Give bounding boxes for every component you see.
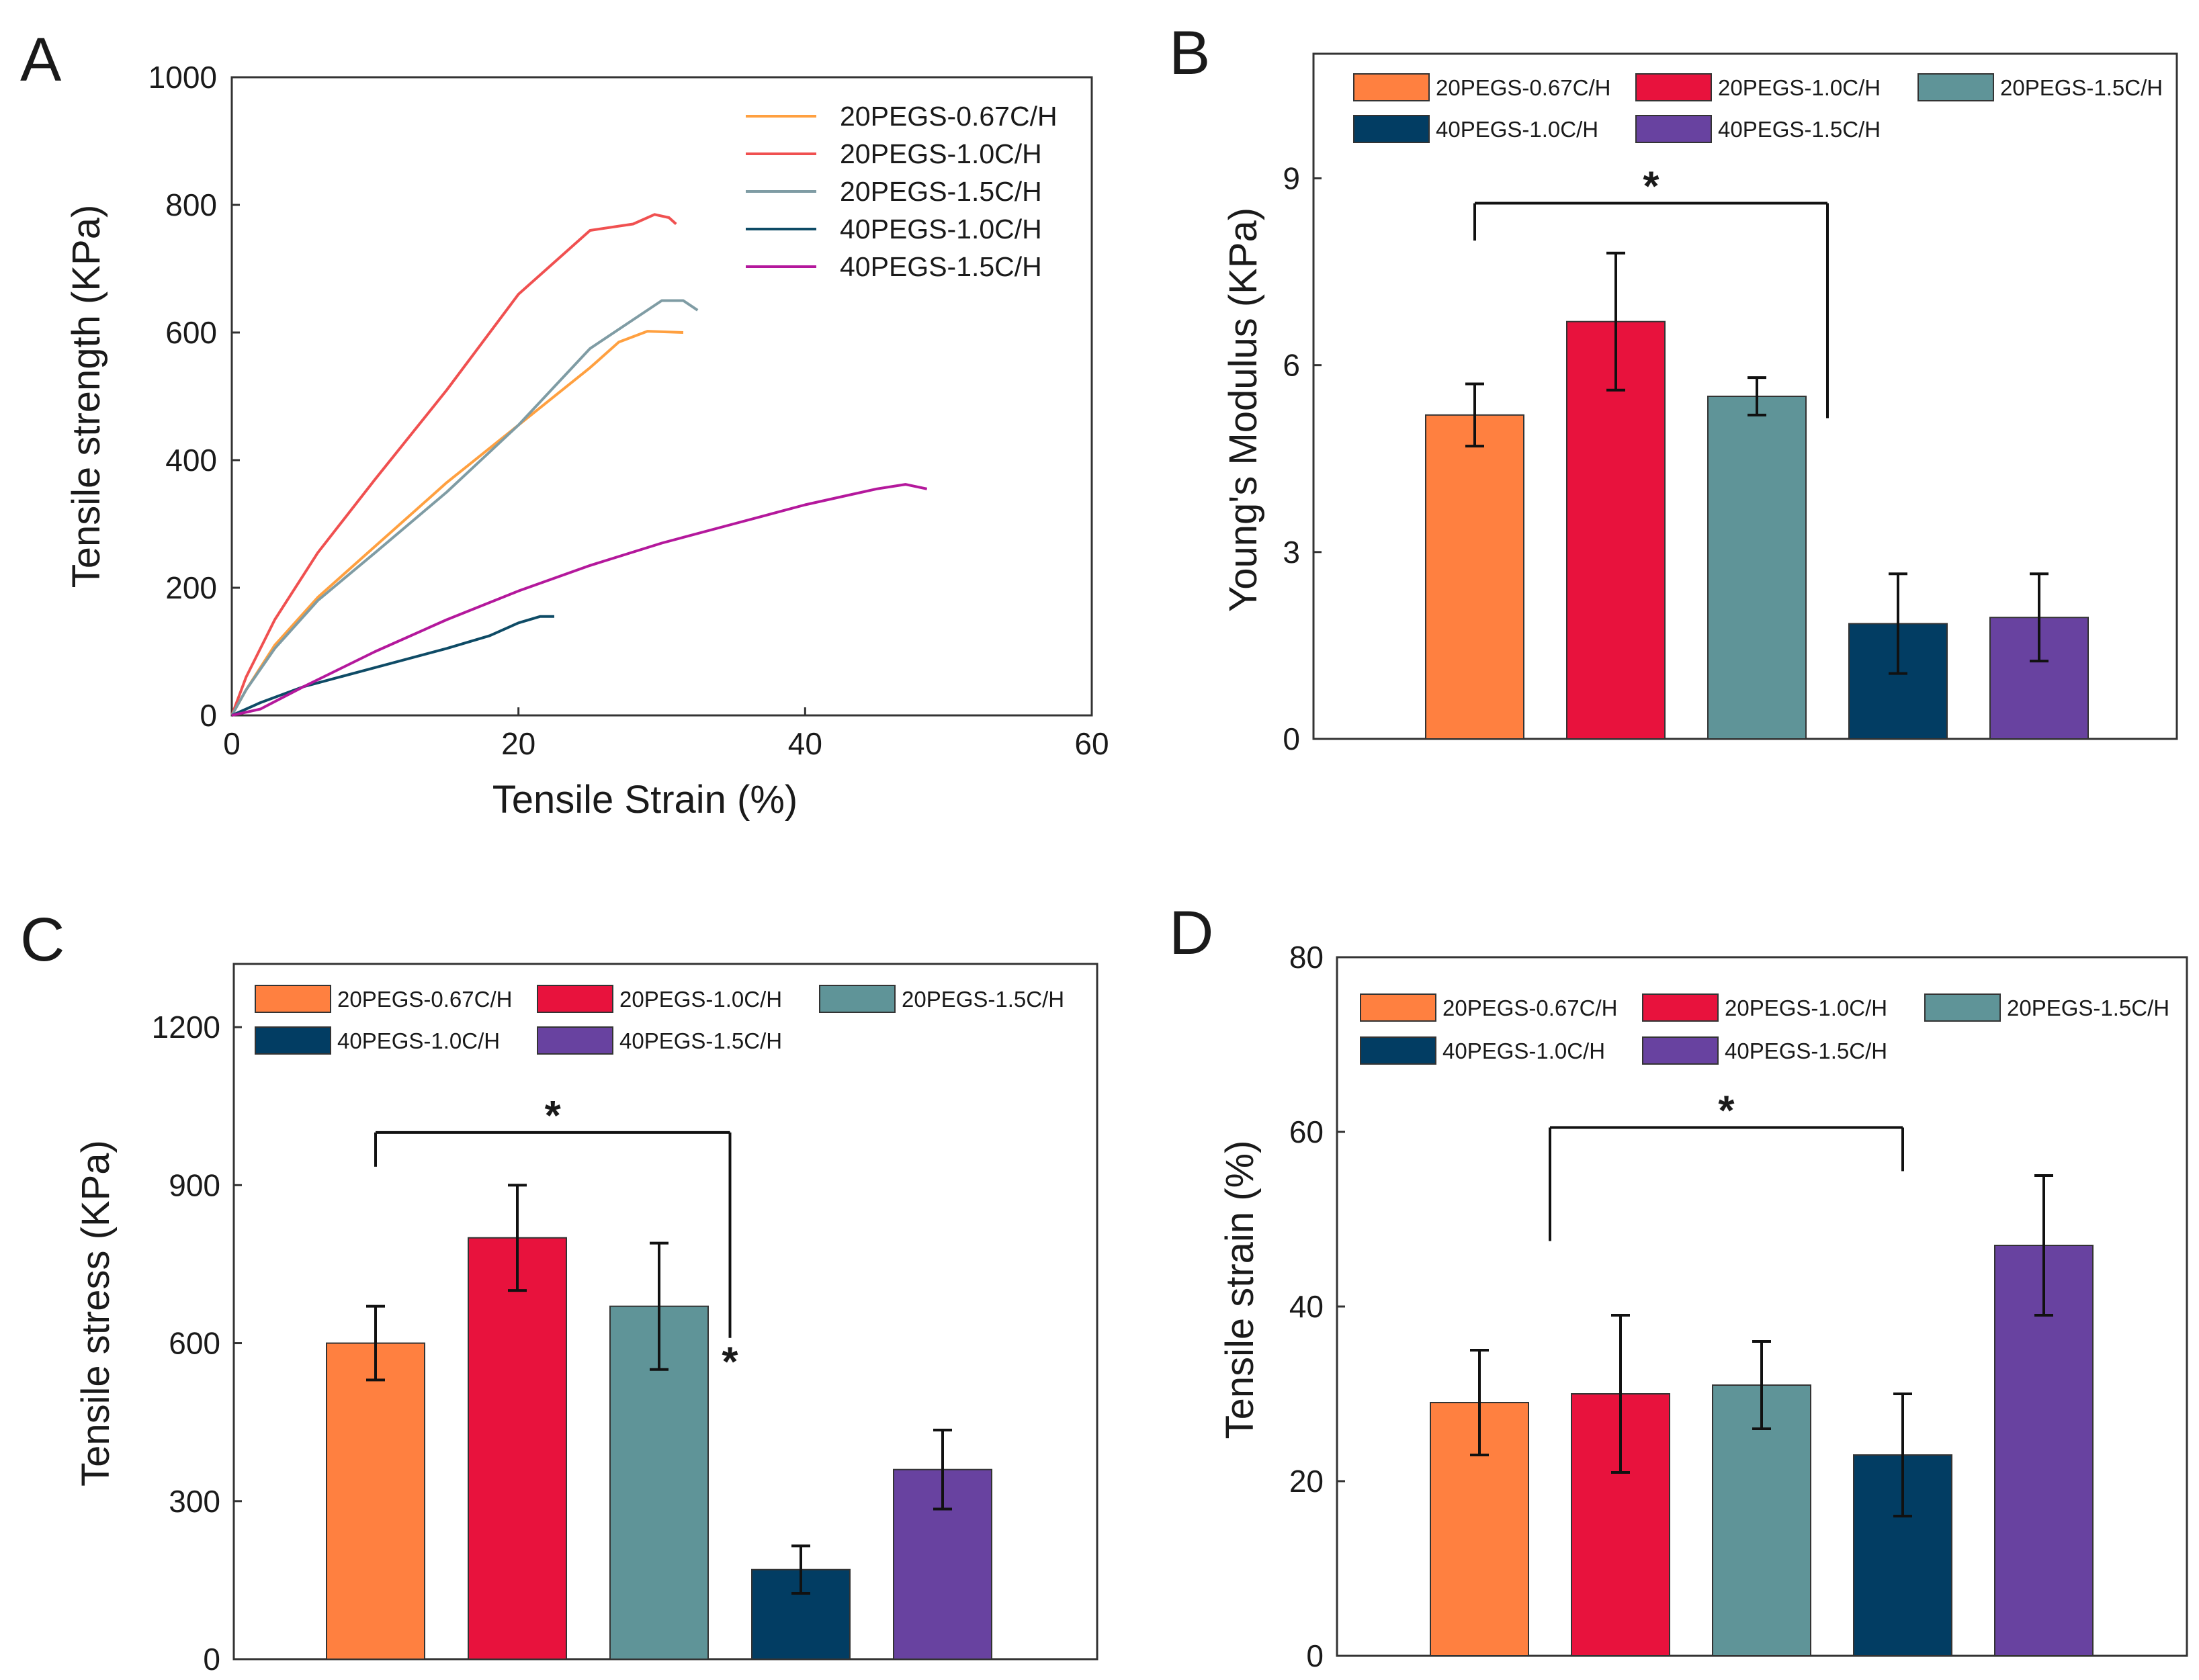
panel-d-legend-label: 40PEGS-1.0C/H (1442, 1038, 1605, 1063)
panel-c-bar-20pegs-1-0c-h (468, 1237, 567, 1660)
panel-b-legend-label: 20PEGS-1.0C/H (1718, 75, 1881, 100)
panel-a-legend-label: 40PEGS-1.5C/H (840, 251, 1042, 282)
panel-b: B 0 3 6 9 * 20PEGS-0.67C/H 20PEGS-1.0C/H 20PE… (1169, 19, 2178, 756)
panel-b-legend-swatch (1353, 73, 1430, 101)
panel-c-legend-swatch (255, 1026, 331, 1055)
panel-a-series-line-20pegs-1-5c-h (230, 299, 699, 716)
panel-b-y-axis-title: Young's Modulus (KPa) (1221, 208, 1265, 612)
panel-a-y-tick-label: 200 (165, 570, 217, 605)
panel-a-series-line-40pegs-1-0c-h (231, 615, 554, 717)
panel-d-legend-label: 20PEGS-1.0C/H (1725, 996, 1887, 1020)
panel-b-y-tick-label: 9 (1283, 161, 1300, 195)
panel-c-y-axis-title: Tensile stress (KPa) (74, 1140, 118, 1487)
panel-b-bar-20pegs-0-67c-h (1425, 414, 1524, 740)
panel-a-letter: A (20, 26, 62, 94)
panel-a-plot-frame (230, 76, 1093, 717)
panel-a-y-axis-title: Tensile strength (KPa) (64, 205, 108, 588)
panel-d-legend-label: 20PEGS-0.67C/H (1442, 996, 1617, 1020)
panel-a-legend-label: 20PEGS-0.67C/H (840, 101, 1058, 132)
panel-b-legend-label: 20PEGS-0.67C/H (1436, 75, 1610, 100)
panel-b-letter: B (1169, 19, 1210, 87)
panel-d-bar-20pegs-1-5c-h (1712, 1384, 1811, 1656)
panel-a-y-tick-label: 0 (200, 698, 217, 733)
panel-a-x-tick-label: 60 (1074, 726, 1109, 761)
panel-c-y-tick-label: 900 (169, 1167, 220, 1202)
panel-d-legend-swatch (1360, 1036, 1436, 1065)
panel-c-legend-swatch (537, 985, 613, 1013)
panel-b-y-tick-label: 6 (1283, 348, 1300, 383)
panel-b-legend-label: 20PEGS-1.5C/H (2000, 75, 2163, 100)
panel-a-legend-label: 20PEGS-1.0C/H (840, 138, 1042, 169)
panel-a-x-tick-label: 40 (788, 726, 822, 761)
panel-c-legend-label: 20PEGS-0.67C/H (337, 987, 512, 1012)
panel-b-legend-swatch (1353, 115, 1430, 143)
panel-b-legend-swatch (1635, 73, 1712, 101)
panel-a-x-axis-title: Tensile Strain (%) (492, 778, 797, 822)
panel-b-bar-20pegs-1-5c-h (1707, 396, 1807, 740)
panel-d-y-tick-label: 80 (1289, 940, 1324, 975)
panel-d-legend-swatch (1642, 1036, 1719, 1065)
panel-c-y-tick-label: 600 (169, 1326, 220, 1361)
panel-c-legend-label: 40PEGS-1.0C/H (337, 1028, 500, 1053)
panel-c-y-tick-label: 0 (203, 1642, 220, 1677)
panel-a-legend-label: 40PEGS-1.0C/H (840, 214, 1042, 245)
panel-b-legend-label: 40PEGS-1.5C/H (1718, 117, 1881, 142)
panel-a-x-tick-label: 20 (501, 726, 535, 761)
panel-a-y-tick-label: 400 (165, 443, 217, 478)
panel-d-legend-label: 40PEGS-1.5C/H (1725, 1038, 1887, 1063)
panel-c-significance-star: * (722, 1339, 738, 1385)
panel-a-x-tick-label: 0 (223, 726, 241, 761)
panel-d-y-tick-label: 60 (1289, 1114, 1324, 1149)
panel-d-legend-swatch (1642, 993, 1719, 1022)
panel-a-series-line-40pegs-1-5c-h (231, 483, 928, 717)
panel-d-letter: D (1169, 899, 1213, 967)
panel-b-significance-star: * (1643, 164, 1659, 210)
panel-a-y-tick-label: 1000 (148, 60, 217, 95)
panel-a-series-line-20pegs-1-0c-h (230, 213, 677, 716)
panel-c-significance-star: * (545, 1093, 562, 1139)
panel-c-y-tick-label: 300 (169, 1484, 220, 1519)
panel-c: C 0 300 600 900 1200 * * 20PEGS-0.67C/H 20PEGS… (20, 905, 1098, 1677)
panel-c-legend-label: 20PEGS-1.0C/H (619, 987, 782, 1012)
panel-c-letter: C (20, 905, 64, 974)
panel-b-legend-swatch (1917, 73, 1994, 101)
panel-d-significance-star: * (1718, 1088, 1735, 1135)
panel-b-y-tick-label: 3 (1283, 535, 1300, 570)
panel-a-y-tick-label: 600 (165, 315, 217, 350)
panel-b-y-tick-label: 0 (1283, 721, 1300, 756)
panel-d-legend-swatch (1360, 993, 1436, 1022)
panel-c-legend-swatch (255, 985, 331, 1013)
panel-c-y-tick-label: 1200 (152, 1010, 220, 1045)
panel-c-bar-20pegs-0-67c-h (326, 1342, 425, 1660)
panel-b-legend-swatch (1635, 115, 1712, 143)
panel-d-y-tick-label: 20 (1289, 1464, 1324, 1499)
panel-d-y-axis-title: Tensile strain (%) (1218, 1141, 1262, 1440)
panel-c-legend-swatch (537, 1026, 613, 1055)
panel-d-y-tick-label: 40 (1289, 1289, 1324, 1324)
panel-d-y-tick-label: 0 (1306, 1638, 1324, 1673)
panel-c-legend-label: 40PEGS-1.5C/H (619, 1028, 782, 1053)
panel-d-legend-swatch (1924, 993, 2001, 1022)
panel-a-y-tick-label: 800 (165, 187, 217, 222)
panel-c-legend-label: 20PEGS-1.5C/H (902, 987, 1064, 1012)
panel-a-legend-label: 20PEGS-1.5C/H (840, 176, 1042, 207)
panel-d-legend-label: 20PEGS-1.5C/H (2007, 996, 2169, 1020)
panel-b-legend-label: 40PEGS-1.0C/H (1436, 117, 1598, 142)
panel-c-legend-swatch (819, 985, 896, 1013)
panel-d: D 0 20 40 60 80 * 20PEGS-0.67C/H 20PEGS-1.0C/… (1169, 899, 2188, 1673)
